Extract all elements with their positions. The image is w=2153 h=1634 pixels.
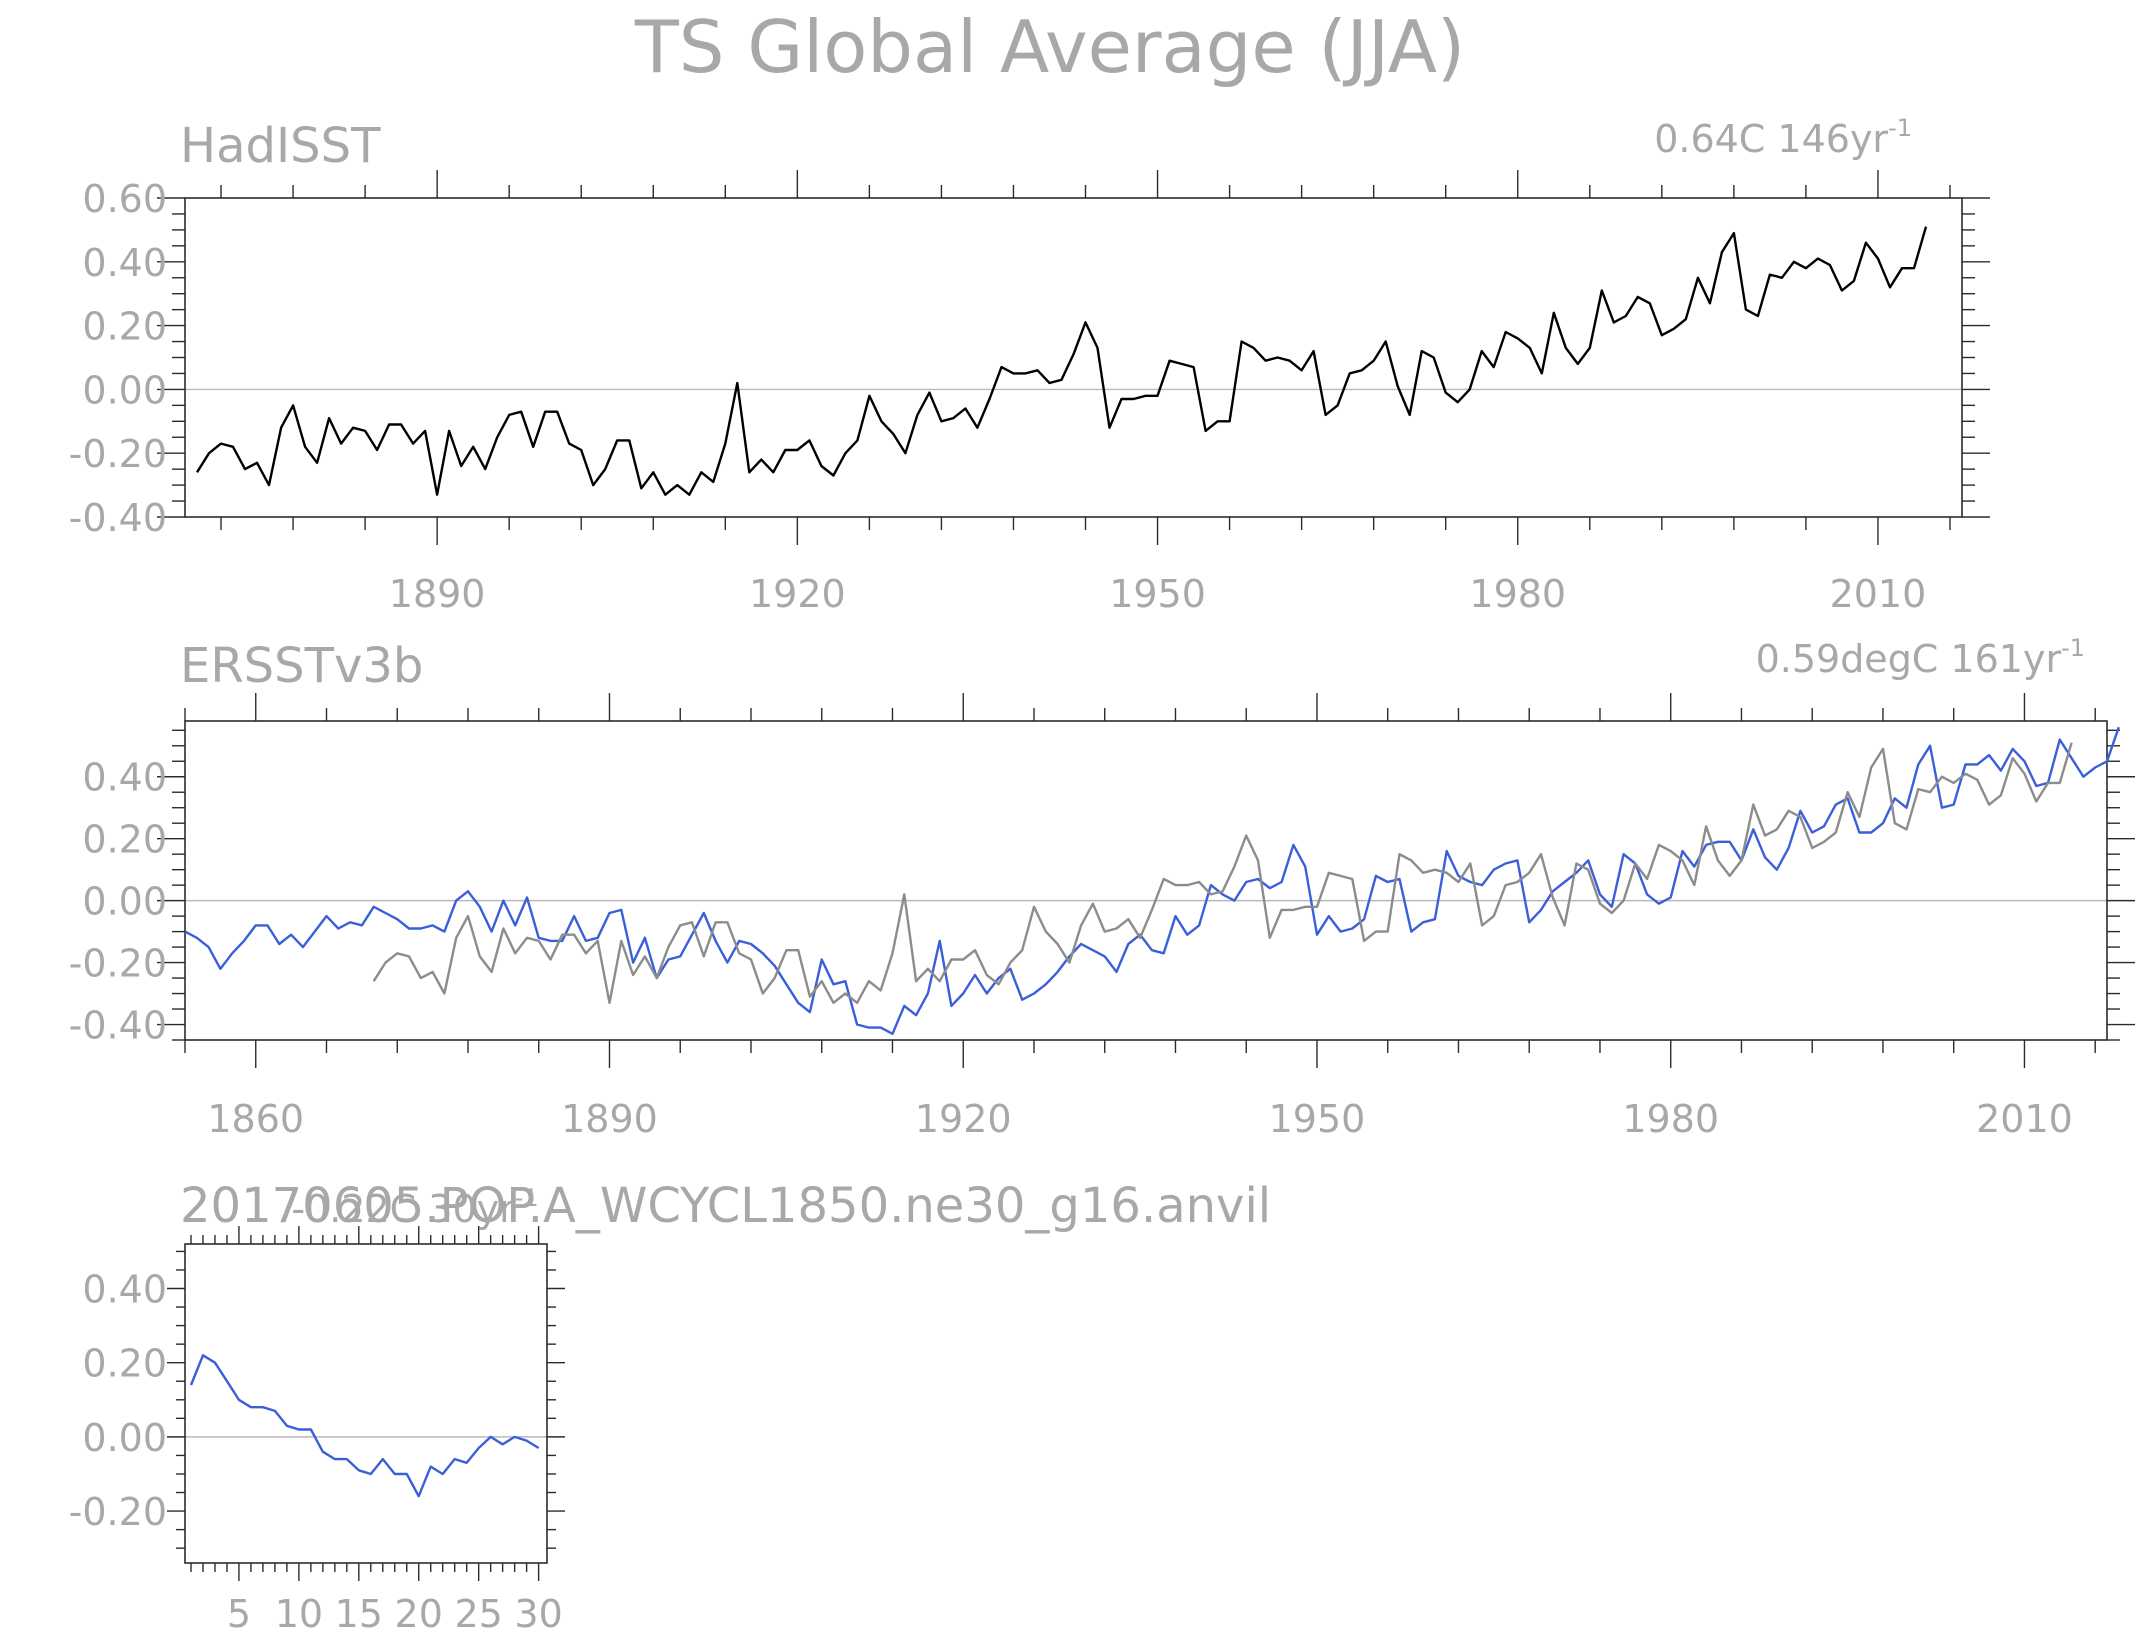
y-tick-label-ersstv3b: 0.40	[82, 756, 167, 800]
y-tick-label-hadisst: -0.20	[69, 432, 167, 476]
x-tick-label-hadisst: 1980	[1469, 572, 1566, 616]
trend-value-hadisst: 0.64C 146yr	[1654, 117, 1888, 161]
trend-label-hadisst: 0.64C 146yr-1	[1654, 114, 1912, 161]
plot-area-hadisst: -0.40 -0.20 0.00 0.20 0.40 0.60 1890 1920 1950 19…	[69, 170, 1990, 616]
y-tick-label-model-run: 0.00	[82, 1416, 167, 1460]
x-tick-label-model-run: 25	[454, 1592, 502, 1634]
trend-unit-exponent-hadisst: -1	[1888, 114, 1912, 142]
trend-value-ersstv3b: 0.59degC 161yr	[1756, 637, 2062, 681]
plot-frame-ersstv3b	[184, 720, 2108, 1041]
x-tick-label-model-run: 10	[275, 1592, 323, 1634]
y-tick-label-ersstv3b: -0.20	[69, 942, 167, 986]
x-tick-label-ersstv3b: 1890	[561, 1097, 658, 1141]
x-tick-label-hadisst: 2010	[1830, 572, 1927, 616]
x-tick-label-ersstv3b: 2010	[1976, 1097, 2073, 1141]
plot-frame-hadisst	[184, 197, 1963, 518]
trend-unit-exponent-ersstv3b: -1	[2061, 634, 2085, 662]
x-tick-label-model-run: 15	[335, 1592, 383, 1634]
series-line-ersstv3b-1	[184, 726, 2120, 1036]
trend-unit-exponent-model-run: -1	[515, 1184, 539, 1212]
x-tick-label-ersstv3b: 1860	[207, 1097, 304, 1141]
y-tick-label-model-run: -0.20	[69, 1490, 167, 1534]
plot-area-ersstv3b: -0.40 -0.20 0.00 0.20 0.40 1860 1890 1920 1950 19…	[69, 693, 2135, 1141]
y-tick-label-hadisst: 0.20	[82, 305, 167, 349]
panel-ersstv3b: ERSSTv3b 0.59degC 161yr-1 -0.40 -0.20 0.00…	[69, 634, 2135, 1141]
x-tick-label-hadisst: 1920	[749, 572, 846, 616]
x-tick-label-model-run: 30	[514, 1592, 562, 1634]
figure-title: TS Global Average (JJA)	[634, 5, 1465, 89]
x-tick-label-hadisst: 1890	[389, 572, 486, 616]
x-tick-label-ersstv3b: 1920	[915, 1097, 1012, 1141]
panel-model-run: 20170605.POP.A_WCYCL1850.ne30_g16.anvil …	[69, 1178, 1271, 1634]
panel-hadisst: HadISST 0.64C 146yr-1 -0.40 -0.20 0.00 0.20…	[69, 114, 1990, 616]
panel-title-ersstv3b: ERSSTv3b	[180, 638, 423, 694]
x-tick-label-model-run: 5	[227, 1592, 251, 1634]
x-tick-label-ersstv3b: 1980	[1622, 1097, 1719, 1141]
y-tick-label-ersstv3b: -0.40	[69, 1004, 167, 1048]
y-tick-label-model-run: 0.40	[82, 1268, 167, 1312]
x-tick-label-ersstv3b: 1950	[1269, 1097, 1366, 1141]
trend-label-ersstv3b: 0.59degC 161yr-1	[1756, 634, 2085, 681]
series-line-ersstv3b-2	[372, 742, 2073, 1004]
plot-area-model-run: -0.20 0.00 0.20 0.40 5 10 15 20 25 30	[69, 1226, 565, 1634]
y-tick-label-hadisst: 0.40	[82, 241, 167, 285]
panel-title-model-run: 20170605.POP.A_WCYCL1850.ne30_g16.anvil	[180, 1178, 1271, 1234]
y-tick-label-hadisst: -0.40	[69, 496, 167, 540]
series-line-model-run-1	[189, 1354, 540, 1498]
y-tick-label-ersstv3b: 0.00	[82, 880, 167, 924]
x-tick-label-hadisst: 1950	[1109, 572, 1206, 616]
series-line-hadisst-1	[195, 226, 1928, 496]
x-tick-label-model-run: 20	[395, 1592, 443, 1634]
y-tick-label-hadisst: 0.60	[82, 177, 167, 221]
y-tick-label-model-run: 0.20	[82, 1342, 167, 1386]
plot-frame-model-run	[184, 1243, 548, 1564]
panel-title-hadisst: HadISST	[180, 118, 381, 174]
trend-value-model-run: -0.22C 30yr	[291, 1187, 515, 1231]
y-tick-label-ersstv3b: 0.20	[82, 818, 167, 862]
trend-label-model-run: -0.22C 30yr-1	[291, 1184, 538, 1231]
y-tick-label-hadisst: 0.00	[82, 368, 167, 412]
